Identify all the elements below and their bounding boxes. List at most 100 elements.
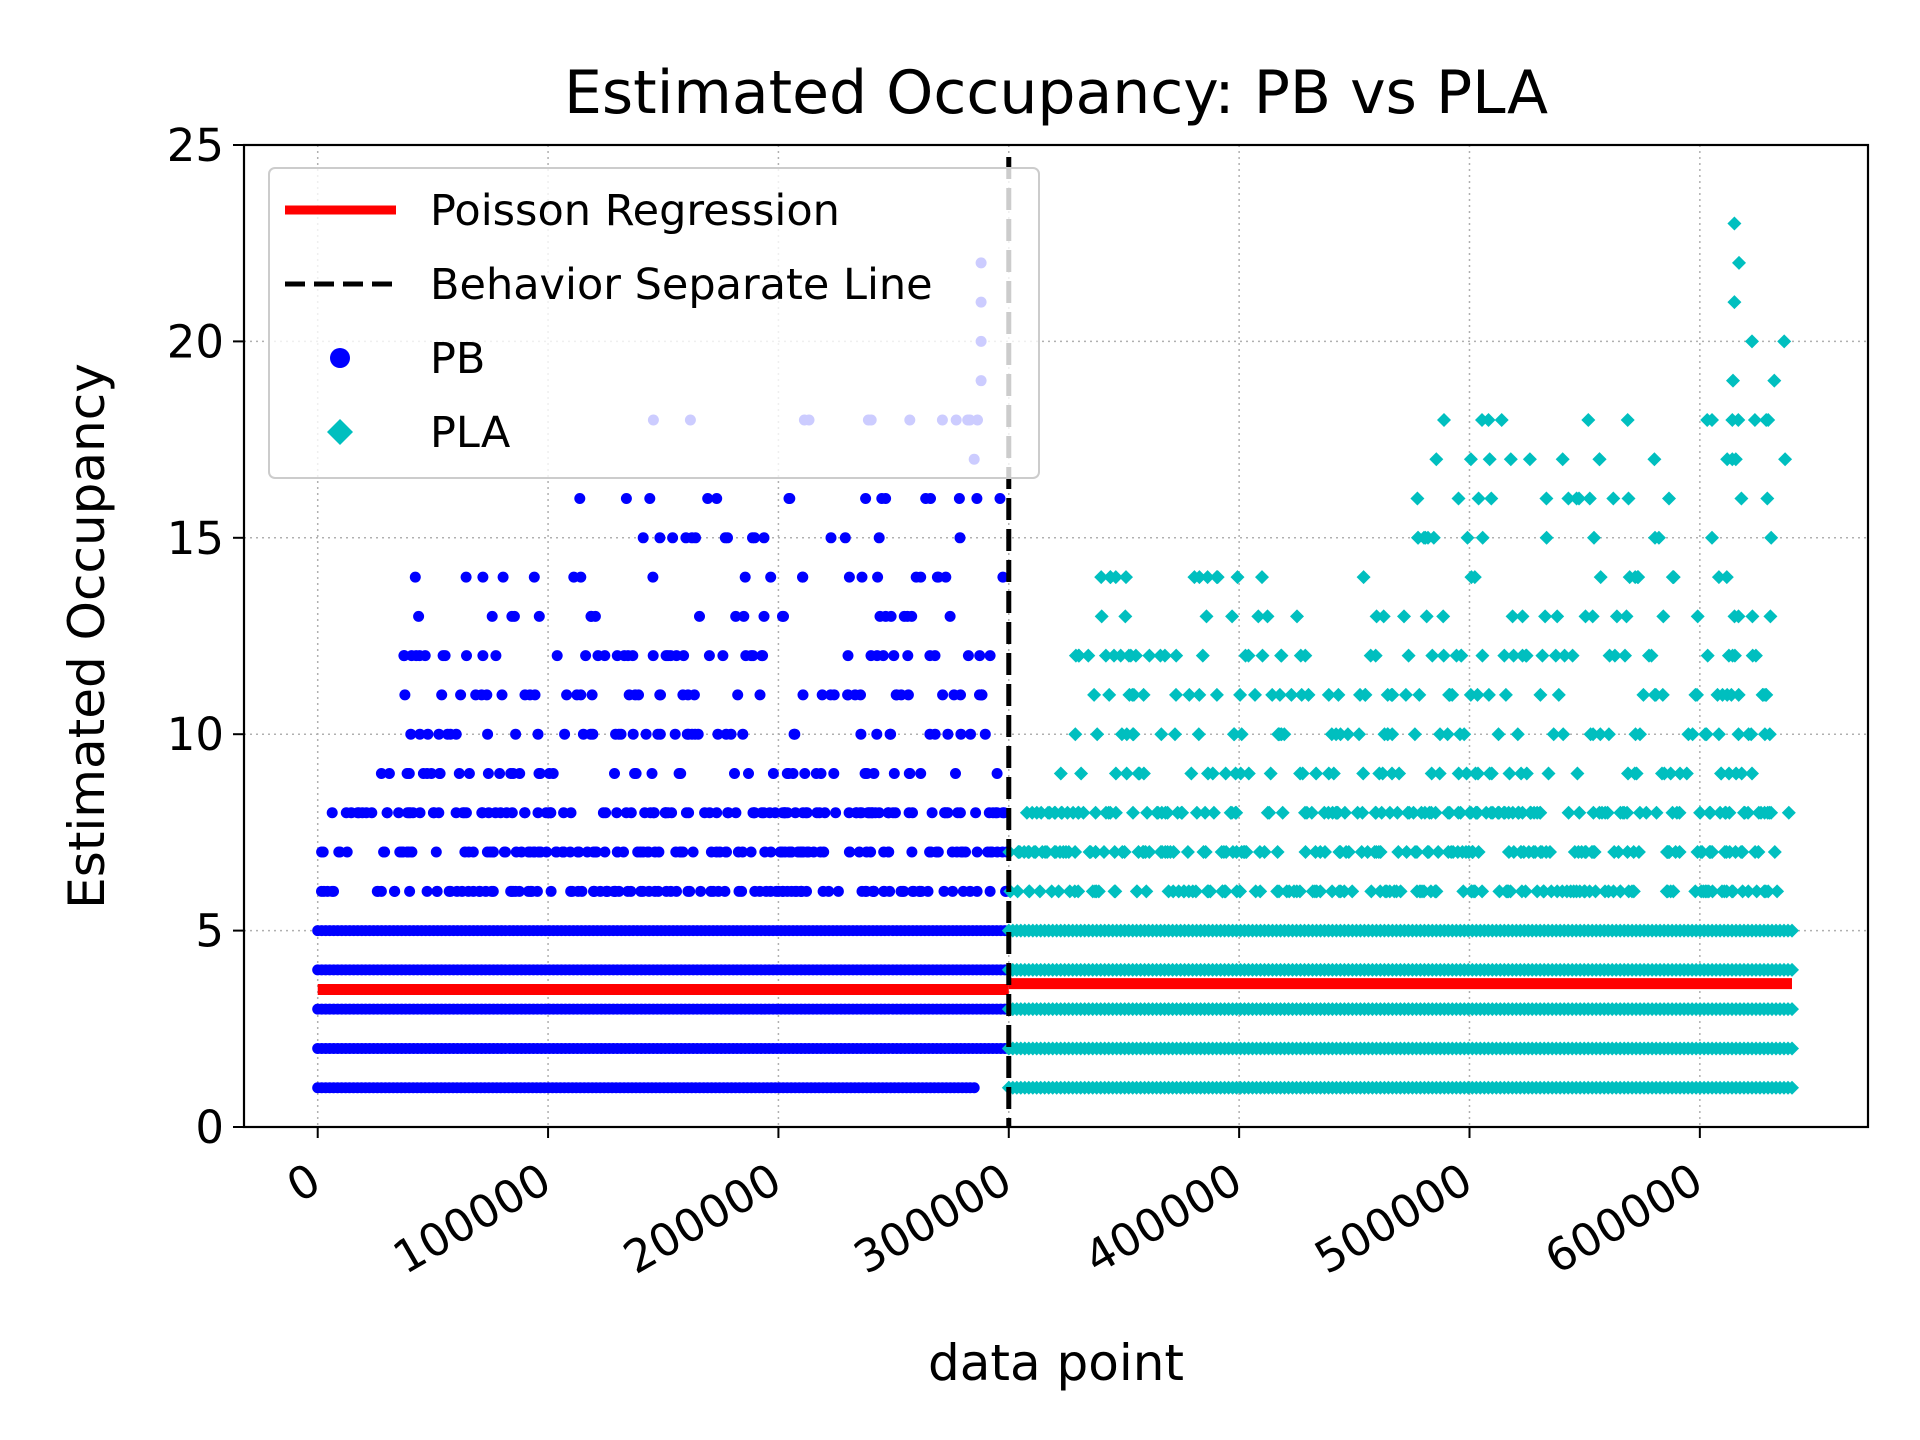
pla-point <box>1157 648 1172 663</box>
pb-point <box>720 846 732 858</box>
pb-point <box>873 532 885 544</box>
pla-point <box>1068 727 1083 742</box>
pla-point <box>1705 845 1720 860</box>
pla-point <box>1354 845 1369 860</box>
pb-point <box>732 689 744 701</box>
pla-point <box>1107 884 1122 899</box>
pb-point <box>326 807 338 819</box>
pla-point <box>1491 727 1506 742</box>
pb-point <box>673 767 685 779</box>
pla-point <box>1510 727 1525 742</box>
pla-point <box>1382 805 1397 820</box>
y-tick-label: 5 <box>195 905 224 958</box>
pb-point <box>450 728 462 740</box>
pla-point <box>1449 648 1464 663</box>
pb-point <box>994 493 1006 505</box>
pb-point <box>832 885 844 897</box>
pla-point <box>1225 845 1240 860</box>
pb-point <box>780 807 791 819</box>
pb-point <box>501 807 513 819</box>
pb-point <box>463 767 475 779</box>
pla-point <box>1727 295 1742 310</box>
pla-point <box>1392 766 1407 781</box>
pla-point <box>1433 727 1447 742</box>
pla-point <box>1649 805 1664 820</box>
pla-point <box>1501 805 1516 820</box>
pla-point <box>1399 845 1414 860</box>
pla-point <box>1586 845 1601 860</box>
pb-point <box>828 767 840 779</box>
pb-point <box>758 610 770 622</box>
pla-point <box>1629 766 1644 781</box>
pla-point <box>1556 727 1571 742</box>
pla-point <box>1700 648 1715 663</box>
pb-point <box>660 650 672 662</box>
pb-point <box>794 846 806 858</box>
pb-point <box>577 728 589 740</box>
pb-point <box>889 807 901 819</box>
pb-point <box>545 885 557 897</box>
pb-point <box>594 885 606 897</box>
pb-point <box>443 885 455 897</box>
pb-point <box>789 807 801 819</box>
pla-point <box>1755 687 1770 702</box>
pb-point <box>888 767 900 779</box>
pla-point <box>1631 845 1646 860</box>
pla-point <box>1491 805 1506 820</box>
pla-point <box>1548 648 1563 663</box>
pla-point <box>1277 727 1292 742</box>
pb-point <box>421 885 433 897</box>
pb-point <box>477 571 489 583</box>
pb-point <box>680 532 692 544</box>
pb-point <box>853 846 865 858</box>
pb-point <box>490 650 502 662</box>
pb-point <box>711 846 722 858</box>
pla-point <box>1484 491 1499 506</box>
pb-point <box>404 807 416 819</box>
pb-point <box>575 571 587 583</box>
pb-point <box>644 493 656 505</box>
pb-point <box>986 846 998 858</box>
pb-point <box>979 728 991 740</box>
pla-point <box>1453 727 1467 742</box>
pb-point <box>457 807 469 819</box>
pla-point <box>1425 648 1440 663</box>
pla-point <box>1745 334 1759 349</box>
pb-point <box>425 767 437 779</box>
pla-point <box>1679 766 1694 781</box>
pla-point <box>1412 687 1427 702</box>
pla-point <box>1751 845 1766 860</box>
pb-point <box>747 807 759 819</box>
pb-point <box>774 846 786 858</box>
pla-point <box>1094 570 1109 585</box>
pla-point <box>1139 884 1154 899</box>
pla-point <box>1475 530 1490 545</box>
pla-point <box>1595 805 1609 820</box>
pb-point <box>737 728 749 740</box>
pla-point <box>1582 491 1597 506</box>
pla-point <box>1618 648 1632 663</box>
pb-point <box>627 728 639 740</box>
pla-point <box>1393 884 1408 899</box>
pla-point <box>1497 648 1512 663</box>
pb-point <box>957 885 969 897</box>
pla-point <box>1749 884 1764 899</box>
pb-point <box>954 532 966 544</box>
pla-point <box>1781 805 1796 820</box>
pla-point <box>1260 805 1275 820</box>
pla-point <box>1720 452 1735 467</box>
pb-point <box>947 885 959 897</box>
pla-point <box>1248 884 1263 899</box>
pla-point <box>1536 884 1551 899</box>
pla-point <box>1451 805 1466 820</box>
pb-point <box>654 728 666 740</box>
pla-point <box>1518 884 1533 899</box>
pla-point <box>1586 727 1601 742</box>
pla-point <box>1620 845 1635 860</box>
pla-point <box>1471 491 1486 506</box>
pla-point <box>1570 766 1585 781</box>
pb-point <box>654 532 666 544</box>
pla-point <box>1436 609 1451 624</box>
pla-point <box>1516 845 1531 860</box>
pb-point <box>414 728 426 740</box>
